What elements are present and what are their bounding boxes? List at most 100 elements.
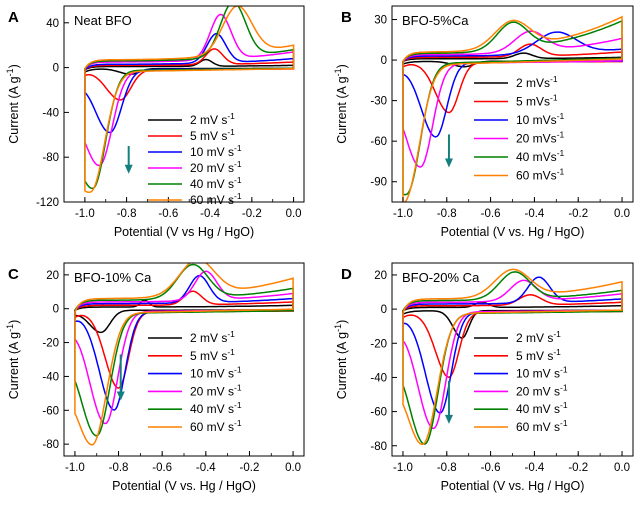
- x-tick-label: -1.0: [393, 462, 413, 474]
- x-tick-label: -1.0: [75, 208, 95, 220]
- x-tick-label: -0.8: [109, 462, 129, 474]
- panel-a: -1.0 -0.8 -0.6 -0.4 -0.2 0.0 -120 -80 -40 0 40 A Nea…: [5, 5, 305, 239]
- scan-rate-arrow-head: [444, 158, 453, 168]
- x-tick-label: -0.6: [152, 462, 172, 474]
- x-tick-label: -0.4: [524, 462, 544, 474]
- panel-c: -1.0 -0.8 -0.6 -0.4 -0.2 0.0 -80 -60 -40 -20 0 20 C B…: [5, 262, 305, 493]
- cv-curve-1: [402, 301, 623, 339]
- y-tick-label: -80: [42, 152, 59, 164]
- legend-label: 20 mVs-1: [516, 130, 565, 146]
- legend-label: 2 mV s-1: [190, 329, 235, 345]
- y-tick-label: -20: [42, 338, 59, 350]
- panel-title: Neat BFO: [74, 13, 132, 28]
- legend-label: 2 mV s-1: [190, 111, 235, 127]
- x-tick-label: 0.0: [285, 462, 301, 474]
- scan-rate-arrow-head: [124, 164, 133, 174]
- cv-curves: [84, 6, 295, 194]
- x-tick-label: -1.0: [65, 462, 85, 474]
- y-tick-label: -40: [370, 372, 387, 384]
- legend-label: 40 mVs-1: [516, 148, 565, 164]
- y-tick-label: -40: [42, 107, 59, 119]
- y-tick-label: -60: [370, 407, 387, 419]
- legend-label: 10 mV s-1: [190, 365, 242, 381]
- y-tick-label: -80: [42, 439, 59, 451]
- x-tick-label: -0.6: [481, 208, 501, 220]
- y-axis-label: Current (A g-1): [5, 64, 21, 144]
- y-tick-label: -60: [370, 136, 387, 148]
- legend-label: 5 mV s-1: [516, 347, 561, 363]
- legend-label: 10 mVs-1: [516, 111, 565, 127]
- x-tick-label: -0.8: [437, 208, 457, 220]
- x-tick-label: 0.0: [614, 462, 630, 474]
- legend-label: 20 mV s-1: [516, 382, 568, 398]
- plot-frame: [391, 5, 634, 203]
- cv-curves: [402, 268, 623, 446]
- y-axis-label: Current (A g-1): [333, 320, 349, 400]
- legend: 2 mV s-1 5 mV s-1 10 mV s-120 mV s-1 40 mV …: [148, 329, 242, 434]
- legend-label: 5 mV s-1: [190, 347, 235, 363]
- legend-label: 40 mV s-1: [190, 400, 242, 416]
- x-tick-label: 0.0: [286, 208, 302, 220]
- legend-label: 10 mV s-1: [516, 365, 568, 381]
- legend-label: 5 mV s-1: [190, 127, 235, 143]
- scan-rate-arrow-head: [444, 414, 453, 424]
- x-tick-label: -0.4: [524, 208, 544, 220]
- panel-letter: B: [341, 9, 352, 26]
- legend-label: 40 mV s-1: [190, 175, 242, 191]
- legend-label: 20 mV s-1: [190, 159, 242, 175]
- scan-rate-arrow-head: [116, 391, 125, 401]
- cv-curve-5: [74, 263, 294, 437]
- legend-label: 5 mVs-1: [516, 93, 558, 109]
- x-tick-label: -0.8: [117, 208, 137, 220]
- legend-label: 60 mVs-1: [516, 167, 565, 183]
- x-tick-label: -0.6: [481, 462, 501, 474]
- panel-title: BFO-10% Ca: [74, 270, 152, 285]
- y-tick-label: -60: [42, 405, 59, 417]
- legend-label: 60 mV s-1: [190, 191, 242, 207]
- legend: 2 mV s-1 5 mV s-1 10 mV s-120 mV s-1 40 mV …: [474, 329, 568, 434]
- y-tick-label: 0: [381, 304, 387, 316]
- x-tick-label: -1.0: [393, 208, 413, 220]
- y-tick-label: -30: [370, 96, 387, 108]
- x-tick-label: -0.2: [242, 208, 262, 220]
- legend-label: 10 mV s-1: [190, 143, 242, 159]
- x-tick-label: 0.0: [614, 208, 630, 220]
- cv-curve-6: [84, 6, 295, 194]
- y-tick-label: 0: [53, 304, 59, 316]
- x-axis-label: Potential (V vs. Hg / HgO): [441, 225, 585, 239]
- legend-label: 2 mVs-1: [516, 74, 558, 90]
- y-axis-label: Current (A g-1): [5, 320, 21, 400]
- panel-letter: D: [341, 266, 352, 283]
- cv-curves: [74, 263, 294, 446]
- x-axis-label: Potential (V vs. Hg / HgO): [112, 479, 256, 493]
- y-tick-label: 30: [374, 15, 387, 27]
- x-tick-label: -0.2: [568, 208, 588, 220]
- y-tick-label: 0: [381, 55, 387, 67]
- panel-b: -1.0 -0.8 -0.6 -0.4 -0.2 0.0 -90 -60 -30 0 30 B BFO-…: [333, 5, 634, 239]
- panel-letter: A: [8, 9, 19, 26]
- legend: 2 mV s-15 mV s-110 mV s-120 mV s-140 mV …: [148, 111, 242, 207]
- legend-label: 60 mV s-1: [190, 418, 242, 434]
- x-tick-label: -0.2: [568, 462, 588, 474]
- legend-label: 20 mV s-1: [190, 382, 242, 398]
- cv-curve-6: [402, 268, 623, 446]
- legend: 2 mVs-1 5 mVs-1 10 mVs-1 20 mVs-1 40 mVs-1 60…: [474, 74, 565, 183]
- cv-curve-6: [402, 15, 623, 202]
- panel-d: -1.0 -0.8 -0.6 -0.4 -0.2 0.0 -80 -60 -40 -20 0 20 D B…: [333, 262, 634, 493]
- y-tick-label: -40: [42, 371, 59, 383]
- plot-frame: [391, 262, 634, 457]
- y-tick-label: 0: [53, 63, 59, 75]
- x-axis-label: Potential (V vs Hg / HgO): [114, 225, 254, 239]
- y-tick-label: -80: [370, 441, 387, 453]
- x-tick-label: -0.4: [200, 208, 220, 220]
- x-tick-label: -0.8: [437, 462, 457, 474]
- plot-frame: [63, 5, 305, 203]
- panel-letter: C: [8, 266, 19, 283]
- panel-title: BFO-5%Ca: [402, 13, 469, 28]
- legend-label: 2 mV s-1: [516, 329, 561, 345]
- x-tick-label: -0.2: [240, 462, 260, 474]
- legend-label: 40 mV s-1: [516, 400, 568, 416]
- cv-curve-6: [74, 263, 294, 446]
- y-tick-label: 40: [46, 18, 59, 30]
